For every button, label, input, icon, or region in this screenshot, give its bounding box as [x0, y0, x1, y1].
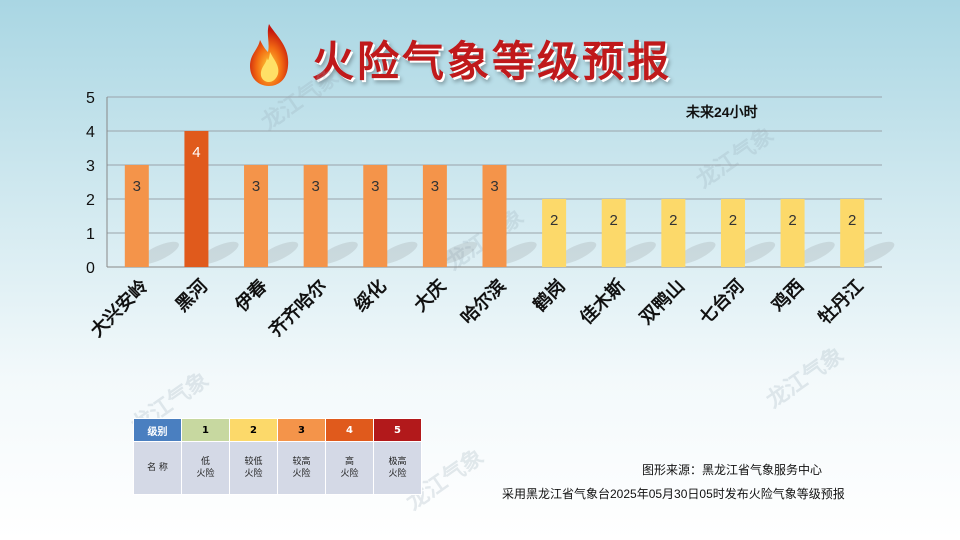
chart-subtitle: 未来24小时: [686, 104, 758, 120]
legend-name-5: 极高 火险: [373, 441, 422, 495]
legend-level-header: 级别: [133, 418, 182, 442]
data-label: 3: [252, 178, 260, 195]
legend-name-2: 较低 火险: [229, 441, 278, 495]
data-label: 2: [550, 212, 558, 229]
data-label: 3: [371, 178, 379, 195]
x-tick-label: 绥化: [350, 275, 390, 315]
legend-name-text: 火险: [196, 469, 215, 479]
legend-name-header: 名 称: [133, 441, 182, 495]
legend-level-1: 1: [181, 418, 230, 442]
bar: [244, 165, 269, 267]
y-tick-label: 4: [86, 124, 95, 141]
legend-name-text: 极高: [388, 457, 407, 467]
x-tick-label: 齐齐哈尔: [265, 275, 331, 341]
data-label: 3: [431, 178, 439, 195]
level-legend: 级别 1 2 3 4 5 名 称 低火险 较低火险 较高火险 高火险 极高火险: [133, 418, 422, 495]
bar: [124, 165, 149, 267]
legend-name-text: 较低: [244, 457, 263, 467]
legend-name-text: 火险: [244, 469, 263, 479]
x-tick-label: 伊春: [230, 274, 272, 316]
bar: [184, 131, 209, 267]
page-title: 火险气象等级预报: [312, 38, 673, 85]
bar: [542, 199, 567, 267]
y-tick-label: 2: [86, 192, 95, 209]
data-label: 2: [669, 212, 677, 229]
data-label: 3: [133, 178, 141, 195]
y-tick-label: 3: [86, 158, 95, 175]
x-tick-label: 双鸭山: [635, 275, 688, 328]
legend-name-1: 低火险: [181, 441, 230, 495]
flame-icon: [250, 24, 289, 86]
x-tick-label: 佳木斯: [576, 275, 629, 328]
data-label: 3: [311, 178, 319, 195]
data-label: 2: [729, 212, 737, 229]
source-text: 图形来源：黑龙江省气象服务中心: [642, 463, 823, 477]
x-tick-label: 大庆: [409, 275, 449, 315]
data-label: 2: [848, 212, 856, 229]
bar: [601, 199, 626, 267]
bar: [482, 165, 507, 267]
x-tick-label: 鸡西: [766, 275, 807, 316]
x-tick-label: 鹤岗: [529, 275, 569, 315]
x-tick-label: 七台河: [695, 275, 748, 328]
legend-level-5: 5: [373, 418, 422, 442]
x-tick-label: 哈尔滨: [456, 275, 509, 328]
legend-name-row: 名 称 低火险 较低火险 较高火险 高火险 极高火险: [133, 441, 422, 495]
y-tick-label: 5: [86, 90, 95, 107]
legend-name-text: 高: [344, 457, 354, 467]
y-tick-label: 0: [86, 260, 95, 277]
legend-header-row: 级别 1 2 3 4 5: [133, 418, 422, 442]
legend-level-2: 2: [229, 418, 278, 442]
y-tick-label: 1: [86, 226, 95, 243]
x-tick-label: 牡丹江: [814, 275, 867, 328]
legend-name-text: 火险: [340, 469, 359, 479]
bar: [303, 165, 328, 267]
bar: [840, 199, 865, 267]
legend-name-3: 较高 火险: [277, 441, 326, 495]
data-label: 2: [610, 212, 618, 229]
bar: [422, 165, 447, 267]
bar: [661, 199, 686, 267]
data-label: 2: [788, 212, 796, 229]
bar: [780, 199, 805, 267]
legend-name-text: 火险: [292, 469, 311, 479]
legend-level-4: 4: [325, 418, 374, 442]
legend-level-3: 3: [277, 418, 326, 442]
bar: [363, 165, 388, 267]
bar: [720, 199, 745, 267]
legend-name-4: 高火险: [325, 441, 374, 495]
data-label: 4: [192, 144, 200, 161]
legend-name-text: 低: [200, 457, 210, 467]
x-tick-label: 大兴安岭: [86, 275, 152, 341]
title-area: 火险气象等级预报: [240, 20, 720, 90]
issuance-note: 采用黑龙江省气象台2025年05月30日05时发布火险气象等级预报: [502, 487, 845, 501]
data-label: 3: [490, 178, 498, 195]
legend-name-text: 火险: [388, 469, 407, 479]
legend-name-text: 较高: [292, 457, 311, 467]
x-tick-label: 黑河: [172, 276, 212, 316]
